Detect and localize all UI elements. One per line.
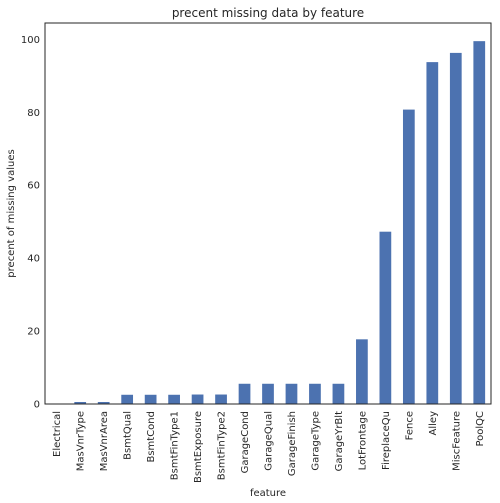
x-tick-label: PoolQC bbox=[475, 411, 486, 447]
bar-alley bbox=[426, 62, 439, 405]
plot-frame bbox=[44, 22, 492, 405]
x-tick-label: Alley bbox=[428, 411, 439, 436]
bar-poolqc bbox=[473, 41, 486, 405]
x-ticks-group: Electrical MasVnrType MasVnrArea BsmtQual Bs… bbox=[52, 411, 486, 483]
bar-bsmtqual bbox=[121, 394, 134, 404]
x-tick-label: LotFrontage bbox=[357, 411, 368, 470]
x-tick-label: BsmtFinType2 bbox=[217, 411, 228, 480]
x-tick-label: GarageType bbox=[310, 411, 321, 471]
x-tick-label: BsmtCond bbox=[146, 411, 157, 463]
bar-masvnrtype bbox=[74, 401, 87, 404]
x-axis-label: feature bbox=[250, 488, 286, 499]
bar-bsmtfintype2 bbox=[215, 394, 227, 404]
x-tick-label: GarageFinish bbox=[287, 411, 298, 476]
bar-lotfrontage bbox=[356, 339, 368, 404]
bar-garagetype bbox=[309, 383, 321, 404]
bars-group bbox=[50, 41, 486, 405]
x-tick-label: MasVnrArea bbox=[99, 411, 110, 471]
x-tick-label: BsmtFinType1 bbox=[170, 411, 181, 480]
x-tick-label: FireplaceQu bbox=[381, 411, 392, 470]
y-tick-label: 80 bbox=[27, 108, 40, 119]
x-tick-label: GarageQual bbox=[264, 411, 275, 471]
x-tick-label: BsmtQual bbox=[123, 411, 134, 460]
bar-bsmtcond bbox=[144, 394, 157, 404]
x-tick-label: GarageCond bbox=[240, 411, 251, 473]
bar-bsmtfintype1 bbox=[168, 394, 180, 404]
bar-garageyrblt bbox=[332, 383, 345, 404]
bar-bsmtexposure bbox=[191, 394, 204, 404]
bar-masvnrarea bbox=[97, 401, 110, 404]
y-tick-label: 40 bbox=[27, 254, 40, 265]
y-tick-label: 60 bbox=[27, 181, 40, 192]
x-tick-label: GarageYrBlt bbox=[334, 411, 345, 471]
bar-garagefinish bbox=[285, 383, 298, 404]
bar-fireplacequ bbox=[379, 231, 392, 404]
chart-title: precent missing data by feature bbox=[172, 6, 364, 20]
x-tick-label: MasVnrType bbox=[76, 411, 87, 471]
y-tick-label: 100 bbox=[21, 35, 40, 46]
bar-garagequal bbox=[262, 383, 274, 404]
bar-miscfeature bbox=[449, 52, 462, 404]
y-axis-label: precent of missing values bbox=[6, 149, 17, 277]
bar-fence bbox=[402, 109, 415, 404]
x-tick-label: Fence bbox=[404, 411, 415, 440]
y-tick-label: 20 bbox=[27, 327, 40, 338]
y-tick-label: 0 bbox=[34, 400, 40, 411]
x-tick-label: MiscFeature bbox=[451, 411, 462, 471]
x-tick-label: Electrical bbox=[52, 411, 63, 457]
y-ticks-group: 0 20 40 60 80 100 bbox=[21, 35, 40, 411]
bar-garagecond bbox=[238, 383, 251, 404]
x-tick-label: BsmtExposure bbox=[193, 411, 204, 483]
